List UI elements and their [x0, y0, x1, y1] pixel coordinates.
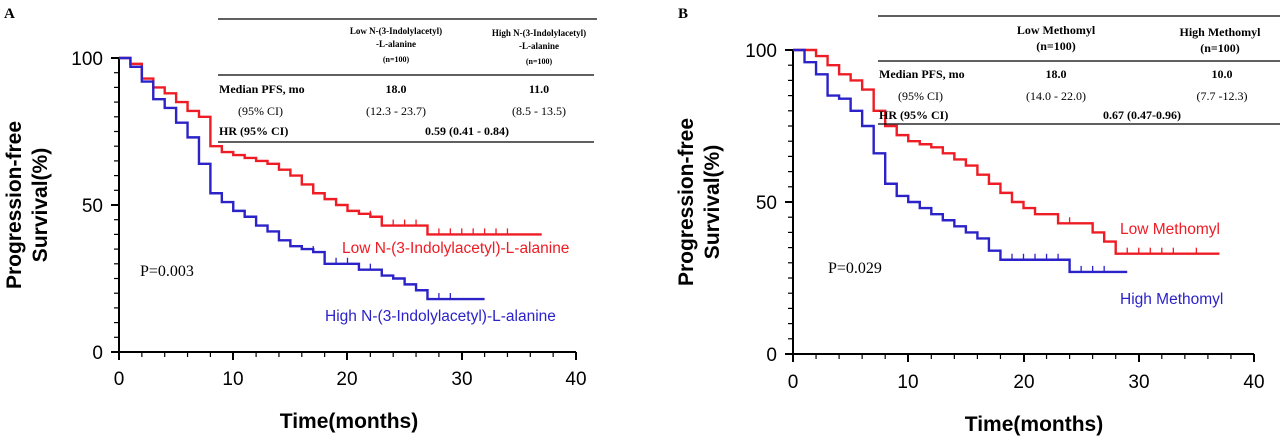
- panel-b-series-label-high: High Methomyl: [1120, 291, 1223, 308]
- panel-b-chart: Progression-free Survival(%) 0 50 100 0 …: [675, 15, 1280, 436]
- panel-a-pvalue: P=0.003: [140, 263, 194, 280]
- panel-a-series-label-low: Low N-(3-Indolylacetyl)-L-alanine: [342, 240, 569, 257]
- panel-b-xtick-label-10: 10: [897, 372, 918, 393]
- panel-b-xtick-label-20: 20: [1013, 372, 1034, 393]
- panel-label-a: A: [4, 6, 15, 22]
- panel-a-row2-label: (95% CI): [238, 104, 283, 118]
- panel-b-row2-label: (95% CI): [898, 89, 943, 103]
- panel-a-row1-v1: 18.0: [386, 82, 407, 96]
- panel-a-col1-header-l2: -L-alanine: [376, 39, 416, 49]
- panel-a-ytick-label-0: 0: [92, 343, 103, 364]
- panel-a-col2-header-l1: High N-(3-Indolylacetyl): [492, 28, 586, 38]
- panel-b-xtick-label-30: 30: [1128, 372, 1149, 393]
- panel-b-x-minor-ticks: [815, 354, 1232, 359]
- panel-a-ytick-label-50: 50: [82, 196, 103, 217]
- panel-b-col2-header-l1: High Methomyl: [1180, 25, 1262, 39]
- panel-a-xtick-label-10: 10: [222, 369, 243, 390]
- panel-b-curves: [793, 48, 1220, 274]
- panel-b-xlabel: Time(months): [965, 413, 1103, 436]
- panel-b-curve-high: [793, 48, 1128, 274]
- panel-b-row1-v2: 10.0: [1212, 67, 1233, 81]
- panel-a-curve-high: [119, 56, 485, 301]
- panel-b-row3-label: HR (95% CI): [879, 108, 948, 122]
- panel-a-ylabel-line2: Survival(%): [29, 148, 52, 262]
- panel-a-chart: Progression-free Survival(%) 0 50 100 0 …: [3, 18, 597, 433]
- panel-a-ylabel-line1: Progression-free: [3, 121, 26, 289]
- panel-a-row1-v2: 11.0: [529, 82, 549, 96]
- panel-b-ytick-label-0: 0: [766, 345, 777, 366]
- panel-b-row1-label: Median PFS, mo: [879, 67, 965, 81]
- panel-b-row1-v1: 18.0: [1046, 67, 1067, 81]
- panel-a-xtick-label-0: 0: [114, 369, 125, 390]
- panel-b-ytick-label-50: 50: [756, 193, 777, 214]
- panel-a-x-minor-ticks: [141, 352, 554, 357]
- panel-a-row2-v1: (12.3 - 23.7): [366, 104, 426, 118]
- panel-a-col2-header-l3: (n=100): [526, 57, 553, 66]
- panel-a-xtick-label-30: 30: [451, 369, 472, 390]
- panel-b-y-minor-ticks: [788, 64, 793, 340]
- panel-a-row2-v2: (8.5 - 13.5): [512, 104, 566, 118]
- panel-a-y-minor-ticks: [114, 72, 119, 338]
- panel-a-row1-label: Median PFS, mo: [219, 82, 305, 96]
- panel-b-ytick-label-100: 100: [745, 41, 777, 62]
- panel-b-xtick-label-40: 40: [1243, 372, 1264, 393]
- panel-b-xtick-label-0: 0: [788, 372, 799, 393]
- panel-b-summary-table: Low Methomyl (n=100) High Methomyl (n=10…: [878, 15, 1280, 125]
- panel-a-ytick-label-100: 100: [71, 49, 103, 70]
- panel-b-row3-value: 0.67 (0.47-0.96): [1103, 108, 1181, 122]
- panel-a-xtick-label-40: 40: [565, 369, 586, 390]
- panel-a-xtick-label-20: 20: [336, 369, 357, 390]
- panel-a-row3-label: HR (95% CI): [219, 124, 288, 138]
- panel-a-xlabel: Time(months): [280, 410, 418, 433]
- panel-b-pvalue: P=0.029: [828, 260, 882, 277]
- panel-a-curves: [119, 56, 542, 301]
- panel-a-series-label-high: High N-(3-Indolylacetyl)-L-alanine: [325, 308, 556, 325]
- panel-b-row2-v1: (14.0 - 22.0): [1026, 89, 1086, 103]
- panel-label-b: B: [678, 6, 688, 22]
- panel-b-ylabel-line2: Survival(%): [701, 145, 724, 259]
- panel-a-col2-header-l2: -L-alanine: [519, 41, 559, 51]
- panel-a-summary-table: Low N-(3-Indolylacetyl) -L-alanine (n=10…: [218, 18, 597, 143]
- panel-b-col1-header-l2: (n=100): [1036, 39, 1076, 53]
- panel-b-ylabel-line1: Progression-free: [675, 118, 698, 286]
- panel-b-col2-header-l2: (n=100): [1200, 41, 1240, 55]
- panel-b-row2-v2: (7.7 -12.3): [1197, 89, 1248, 103]
- panel-a-col1-header-l1: Low N-(3-Indolylacetyl): [350, 26, 442, 36]
- panel-b-curve-low: [793, 48, 1220, 255]
- panel-b-col1-header-l1: Low Methomyl: [1017, 23, 1096, 37]
- panel-a-row3-value: 0.59 (0.41 - 0.84): [425, 124, 509, 138]
- panel-a-curve-low: [119, 56, 542, 236]
- panel-b-series-label-low: Low Methomyl: [1120, 221, 1220, 238]
- panel-a-col1-header-l3: (n=100): [383, 55, 410, 64]
